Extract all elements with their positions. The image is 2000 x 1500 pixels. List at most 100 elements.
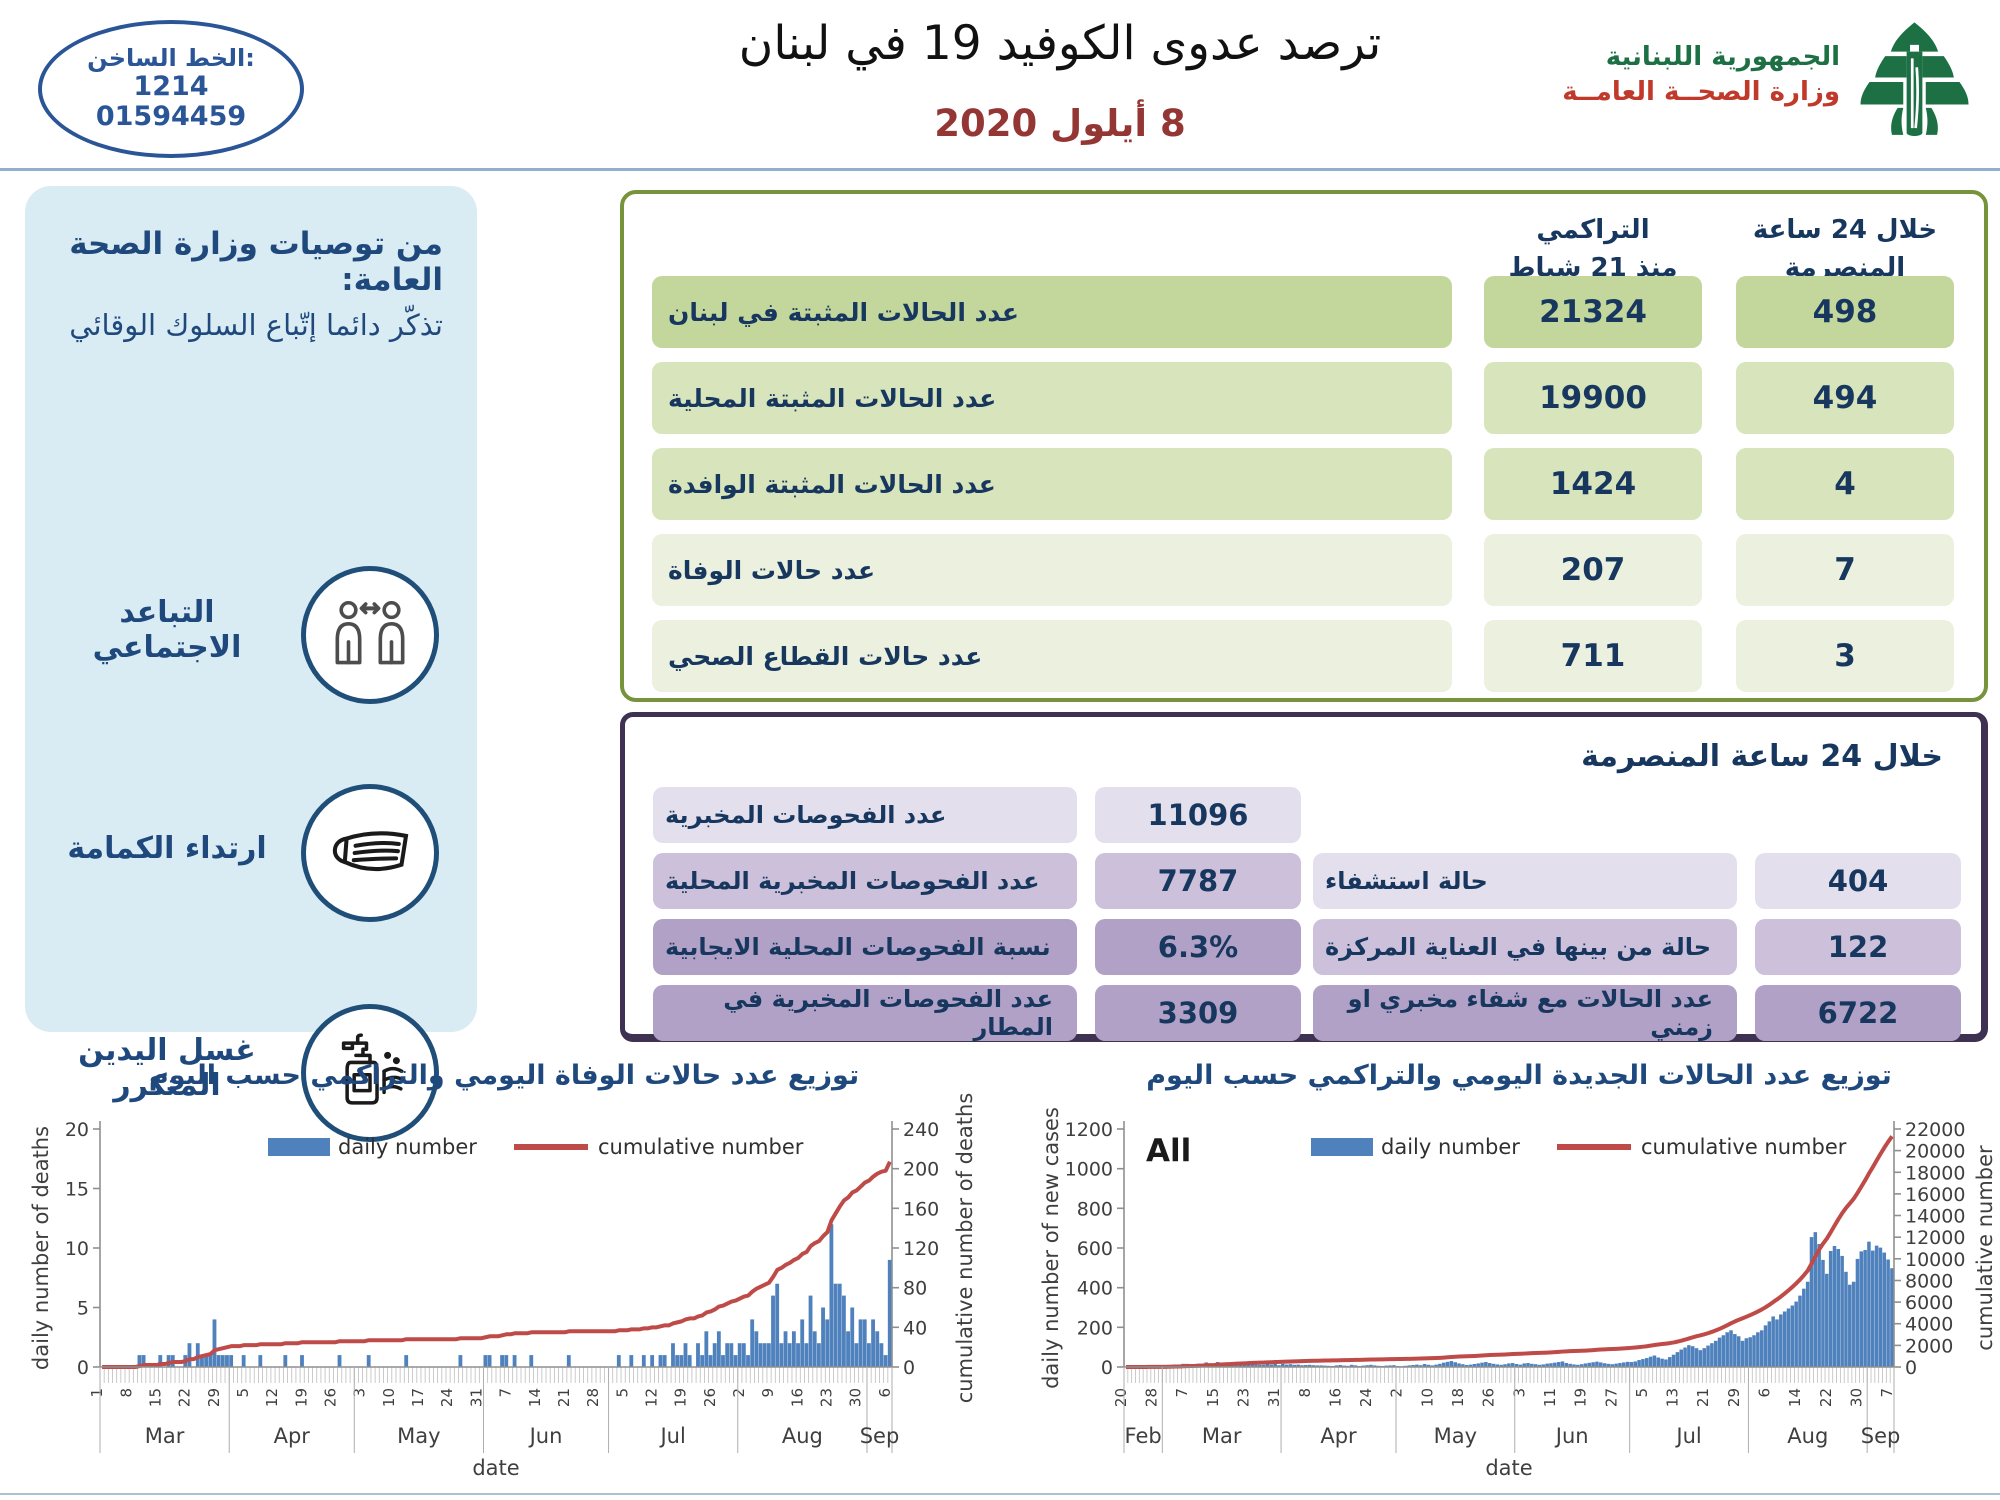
svg-text:Apr: Apr — [274, 1424, 311, 1448]
cases-month-labels: Feb Mar Apr May Jun Jul Aug Sep — [1123, 1367, 1901, 1453]
svg-text:4000: 4000 — [1905, 1314, 1953, 1336]
social-distancing-icon — [301, 566, 439, 704]
deaths-axes — [93, 1121, 899, 1368]
sidebar-item-1: ارتداء الكمامة — [25, 784, 477, 934]
svg-text:6: 6 — [1756, 1388, 1774, 1398]
svg-text:1000: 1000 — [1065, 1159, 1113, 1181]
svg-text:Jun: Jun — [528, 1424, 563, 1448]
tests-row-label: عدد الفحوصات المخبرية — [653, 787, 1077, 843]
deaths-chart-section: توزيع عدد حالات الوفاة اليومي والتراكمي … — [28, 1056, 980, 1489]
cases-legend: daily number cumulative number — [1311, 1135, 1847, 1159]
svg-text:Sep: Sep — [1861, 1424, 1901, 1448]
page-title: ترصد عدوى الكوفيد 19 في لبنان — [738, 16, 1382, 71]
svg-text:19: 19 — [292, 1388, 310, 1407]
cedar-logo-icon — [1860, 22, 1969, 136]
svg-text:18000: 18000 — [1905, 1162, 1965, 1184]
cases-status-row-label: عدد الحالات مع شفاء مخبري او زمني — [1313, 985, 1737, 1041]
cases-status-row-label: حالة من بينها في العناية المركزة — [1313, 919, 1737, 975]
hotline-number-long: 01594459 — [95, 101, 247, 133]
svg-text:40: 40 — [903, 1317, 927, 1339]
daily-number-swatch — [1311, 1138, 1373, 1156]
svg-text:1200: 1200 — [1065, 1119, 1113, 1141]
svg-text:8: 8 — [117, 1388, 135, 1398]
deaths-right-axis-title: cumulative number of deaths — [953, 1093, 977, 1403]
summary-row-label: عدد الحالات المثبتة الوافدة — [652, 448, 1452, 520]
svg-text:26: 26 — [701, 1388, 719, 1407]
hand-washing-icon — [301, 1004, 439, 1142]
svg-text:240: 240 — [903, 1119, 939, 1141]
deaths-left-axis-labels: 0 5 10 15 20 — [65, 1119, 89, 1379]
svg-text:5: 5 — [234, 1388, 252, 1398]
svg-text:16: 16 — [788, 1388, 806, 1407]
report-date: 8 أيلول 2020 — [934, 102, 1186, 145]
svg-text:19: 19 — [1572, 1388, 1590, 1407]
tests-row-value: 7787 — [1095, 853, 1301, 909]
daily-number-legend-label: daily number — [338, 1135, 477, 1159]
cases-status-row-value: 404 — [1755, 853, 1961, 909]
svg-text:400: 400 — [1077, 1278, 1113, 1300]
svg-text:22: 22 — [176, 1388, 194, 1407]
cumulative-number-legend-label: cumulative number — [1641, 1135, 1847, 1159]
svg-text:14: 14 — [1786, 1388, 1804, 1407]
svg-text:200: 200 — [1077, 1317, 1113, 1339]
svg-text:Feb: Feb — [1125, 1424, 1162, 1448]
cases-status-row-value: 6722 — [1755, 985, 1961, 1041]
svg-text:7: 7 — [1878, 1388, 1896, 1398]
svg-text:13: 13 — [1664, 1388, 1682, 1407]
svg-text:Sep: Sep — [860, 1424, 900, 1448]
svg-text:12: 12 — [263, 1388, 281, 1407]
svg-text:22: 22 — [1817, 1388, 1835, 1407]
header-divider — [0, 168, 2000, 171]
summary-row-cumulative-value: 1424 — [1484, 448, 1702, 520]
summary-row-cumulative-value: 207 — [1484, 534, 1702, 606]
svg-text:Mar: Mar — [145, 1424, 185, 1448]
svg-text:12000: 12000 — [1905, 1227, 1965, 1249]
svg-text:600: 600 — [1077, 1238, 1113, 1260]
svg-text:0: 0 — [903, 1357, 915, 1379]
svg-text:23: 23 — [818, 1388, 836, 1407]
svg-text:15: 15 — [146, 1388, 164, 1407]
summary-row-cumulative-value: 19900 — [1484, 362, 1702, 434]
svg-text:7: 7 — [1173, 1388, 1191, 1398]
svg-text:28: 28 — [584, 1388, 602, 1407]
last24h-panel-title: خلال 24 ساعة المنصرمة — [1581, 739, 1943, 774]
svg-text:0: 0 — [1101, 1357, 1113, 1379]
summary-row-24h-value: 3 — [1736, 620, 1954, 692]
cases-chart: 0 200 400 600 800 1000 1200 0 2000 4000 6000 8000 10… — [1038, 1093, 2000, 1489]
svg-text:10: 10 — [65, 1238, 89, 1260]
svg-text:23: 23 — [1235, 1388, 1253, 1407]
svg-text:8: 8 — [1296, 1388, 1314, 1398]
last24h-panel: خلال 24 ساعة المنصرمة عدد الفحوصات المخب… — [620, 712, 1988, 1042]
summary-row-label: عدد الحالات المثبتة المحلية — [652, 362, 1452, 434]
cumulative-number-legend-label: cumulative number — [598, 1135, 804, 1159]
svg-text:30: 30 — [847, 1388, 865, 1407]
deaths-chart: 0 5 10 15 20 0 40 80 120 160 200 240 1 8 15 22 29 5 12 19 26… — [28, 1093, 980, 1489]
svg-text:6000: 6000 — [1905, 1292, 1953, 1314]
deaths-right-axis-labels: 0 40 80 120 160 200 240 — [903, 1119, 939, 1379]
svg-text:Apr: Apr — [1320, 1424, 1357, 1448]
ministry-name: الجمهورية اللبنانية وزارة الصحــة العامـ… — [1510, 40, 1840, 110]
svg-text:29: 29 — [205, 1388, 223, 1407]
tests-row-label: نسبة الفحوصات المحلية الايجابية — [653, 919, 1077, 975]
svg-text:160: 160 — [903, 1198, 939, 1220]
svg-text:2: 2 — [730, 1388, 748, 1398]
svg-text:May: May — [1434, 1424, 1477, 1448]
sidebar-subheading: تذكّر دائما إتّباع السلوك الوقائي — [69, 308, 443, 342]
svg-text:24: 24 — [438, 1388, 456, 1407]
cases-cumulative-line — [1125, 1135, 1894, 1369]
svg-text:Aug: Aug — [782, 1424, 823, 1448]
svg-text:29: 29 — [1725, 1388, 1743, 1407]
svg-text:15: 15 — [1204, 1388, 1222, 1407]
svg-text:800: 800 — [1077, 1198, 1113, 1220]
summary-row-label: عدد حالات الوفاة — [652, 534, 1452, 606]
summary-row-24h-value: 498 — [1736, 276, 1954, 348]
sidebar-item-label: غسل اليدين المتكرر — [78, 1033, 256, 1103]
svg-text:5: 5 — [77, 1298, 89, 1320]
svg-text:22000: 22000 — [1905, 1119, 1965, 1141]
svg-text:Aug: Aug — [1787, 1424, 1828, 1448]
svg-text:27: 27 — [1602, 1388, 1620, 1407]
svg-text:20000: 20000 — [1905, 1141, 1965, 1163]
cases-status-row-label: حالة استشفاء — [1313, 853, 1737, 909]
ministry-line1: الجمهورية اللبنانية — [1605, 42, 1840, 72]
